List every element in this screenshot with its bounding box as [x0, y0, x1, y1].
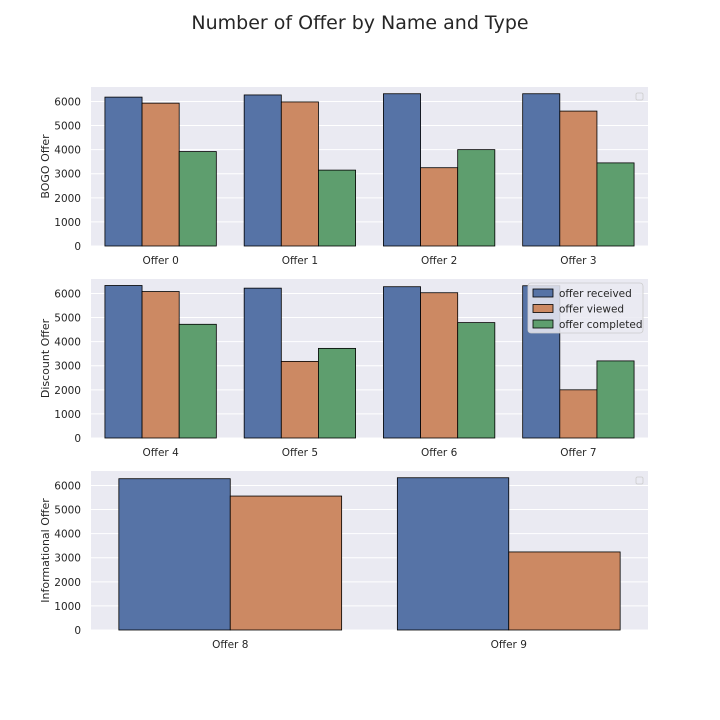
- empty-legend-box: [635, 92, 644, 101]
- legend: offer received offer viewed offer complete…: [527, 282, 644, 334]
- bar-offer-received-offer-1: [243, 94, 282, 247]
- x-tick-label: Offer 1: [282, 255, 318, 267]
- y-tick-label: 1000: [54, 217, 81, 229]
- bar-offer-completed-offer-0: [178, 151, 217, 247]
- subplots: 0 1000 2000 3000 4000 5000 6000 Offer 0 Offer 1 O…: [39, 87, 648, 651]
- y-axis-label: BOGO Offer: [39, 134, 52, 199]
- legend-label: offer completed: [559, 319, 642, 331]
- bar-offer-viewed-offer-2: [420, 167, 459, 247]
- bar-offer-received-offer-9: [396, 477, 510, 631]
- x-tick-label: Offer 5: [282, 447, 318, 459]
- x-tick-label: Offer 0: [142, 255, 178, 267]
- legend-label: offer viewed: [559, 304, 624, 316]
- bar-offer-completed-offer-6: [457, 322, 496, 439]
- bar-offer-completed-offer-7: [596, 360, 635, 439]
- bar-offer-viewed-offer-0: [141, 102, 180, 247]
- x-tick-label: Offer 8: [212, 639, 248, 651]
- y-tick-label: 3000: [54, 169, 81, 181]
- y-tick-label: 0: [74, 433, 81, 445]
- bar-offer-received-offer-4: [104, 285, 143, 439]
- bar-offer-completed-offer-5: [318, 347, 356, 439]
- bar-offer-received-offer-2: [383, 93, 421, 247]
- x-tick-label: Offer 2: [421, 255, 457, 267]
- bar-offer-received-offer-3: [522, 93, 561, 247]
- y-tick-label: 6000: [54, 288, 81, 300]
- y-tick-label: 6000: [54, 480, 81, 492]
- y-tick-label: 1000: [54, 601, 81, 613]
- bar-offer-viewed-offer-1: [280, 101, 319, 247]
- y-tick-label: 4000: [54, 529, 81, 541]
- legend-swatch: [532, 304, 554, 313]
- bar-offer-viewed-offer-6: [420, 292, 459, 439]
- y-tick-label: 2000: [54, 193, 81, 205]
- x-tick-label: Offer 4: [142, 447, 179, 459]
- x-tick-label: Offer 7: [560, 447, 596, 459]
- y-tick-label: 2000: [54, 577, 81, 589]
- bar-offer-received-offer-5: [243, 287, 282, 439]
- legend-label: offer received: [559, 288, 632, 300]
- y-tick-label: 4000: [54, 145, 81, 157]
- bar-offer-received-offer-0: [104, 96, 143, 247]
- y-tick-label: 3000: [54, 361, 81, 373]
- y-tick-label: 0: [74, 241, 81, 253]
- y-tick-label: 5000: [54, 505, 81, 517]
- y-tick-label: 1000: [54, 409, 81, 421]
- subplot-3: 0 1000 2000 3000 4000 5000 6000 Offer 8 Offer 9 I…: [39, 471, 648, 651]
- y-tick-label: 5000: [54, 121, 81, 133]
- y-axis-label: Discount Offer: [39, 318, 52, 398]
- figure-title: Number of Offer by Name and Type: [191, 12, 528, 34]
- subplot-1: 0 1000 2000 3000 4000 5000 6000 Offer 0 Offer 1 O…: [39, 87, 648, 267]
- bar-offer-completed-offer-3: [596, 162, 635, 247]
- empty-legend-box: [635, 476, 644, 485]
- legend-box: [527, 282, 644, 334]
- bar-offer-viewed-offer-9: [508, 551, 621, 631]
- bar-offer-viewed-offer-5: [280, 360, 319, 439]
- bar-offer-received-offer-6: [383, 286, 421, 439]
- y-tick-label: 6000: [54, 96, 81, 108]
- y-tick-label: 4000: [54, 337, 81, 349]
- bar-offer-completed-offer-2: [457, 149, 496, 247]
- legend-swatch: [532, 288, 554, 298]
- y-tick-label: 5000: [54, 313, 81, 325]
- bar-offer-viewed-offer-3: [559, 110, 598, 247]
- x-tick-label: Offer 3: [560, 255, 596, 267]
- bar-offer-completed-offer-1: [318, 169, 356, 247]
- y-tick-label: 0: [74, 625, 81, 637]
- y-axis-label: Informational Offer: [39, 498, 52, 603]
- y-tick-label: 3000: [54, 553, 81, 565]
- y-tick-label: 2000: [54, 385, 81, 397]
- bar-offer-viewed-offer-4: [141, 291, 180, 439]
- x-tick-label: Offer 9: [491, 639, 527, 651]
- bar-offer-viewed-offer-8: [229, 495, 343, 631]
- x-tick-label: Offer 6: [421, 447, 458, 459]
- legend-swatch: [532, 319, 554, 329]
- bar-offer-completed-offer-4: [178, 323, 217, 439]
- bar-offer-received-offer-8: [118, 478, 231, 631]
- subplot-2: 0 1000 2000 3000 4000 5000 6000 Offer 4 Offer 5 O…: [39, 279, 648, 459]
- bar-offer-viewed-offer-7: [559, 389, 598, 439]
